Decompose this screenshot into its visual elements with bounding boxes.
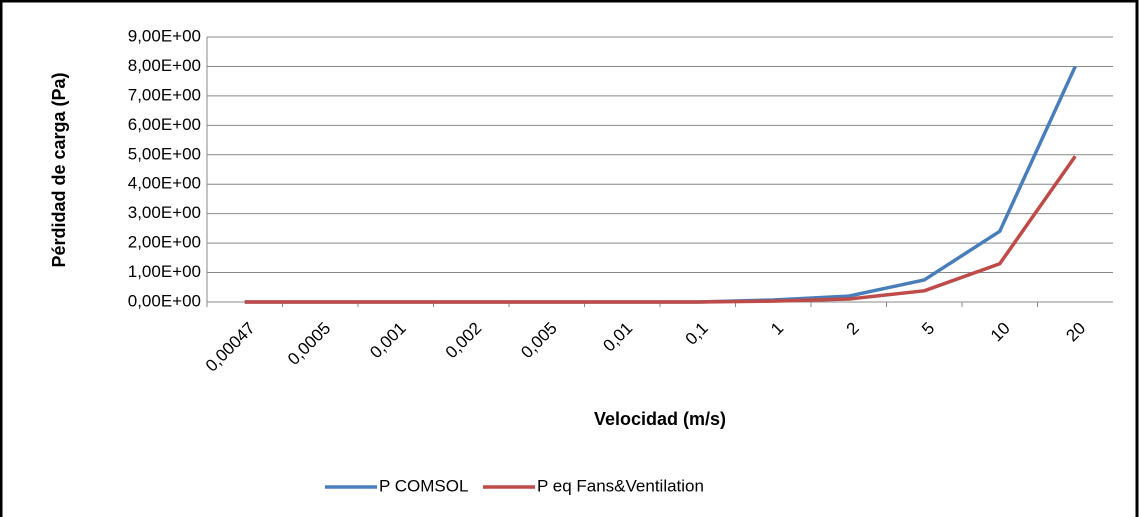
y-tick-label: 7,00E+00 (128, 85, 201, 104)
y-tick-label: 9,00E+00 (128, 26, 201, 45)
x-tick-label: 0,01 (599, 319, 636, 356)
y-tick-label: 0,00E+00 (128, 291, 201, 310)
y-tick-label: 6,00E+00 (128, 115, 201, 134)
y-tick-label: 4,00E+00 (128, 174, 201, 193)
y-tick-label: 8,00E+00 (128, 56, 201, 75)
x-tick-label: 5 (918, 319, 938, 339)
x-tick-label: 0,001 (366, 319, 410, 363)
series-line (244, 155, 1077, 304)
x-tick-label: 0,00047 (202, 319, 259, 376)
x-tick-label: 0,005 (517, 319, 561, 363)
y-axis-title: Pérdidad de carga (Pa) (49, 72, 69, 267)
y-tick-label: 3,00E+00 (128, 203, 201, 222)
legend-label: P COMSOL (379, 476, 468, 495)
x-tick-label: 0,1 (682, 319, 712, 349)
x-tick-label: 20 (1062, 319, 1089, 346)
x-tick-label: 10 (987, 319, 1014, 346)
y-tick-label: 2,00E+00 (128, 233, 201, 252)
x-tick-label: 0,0005 (284, 319, 334, 369)
x-tick-label: 2 (843, 319, 863, 339)
y-tick-label: 1,00E+00 (128, 262, 201, 281)
x-axis-title: Velocidad (m/s) (594, 409, 726, 429)
y-tick-label: 5,00E+00 (128, 144, 201, 163)
x-tick-label: 0,002 (442, 319, 486, 363)
x-tick-label: 1 (767, 319, 787, 339)
legend-label: P eq Fans&Ventilation (537, 476, 704, 495)
